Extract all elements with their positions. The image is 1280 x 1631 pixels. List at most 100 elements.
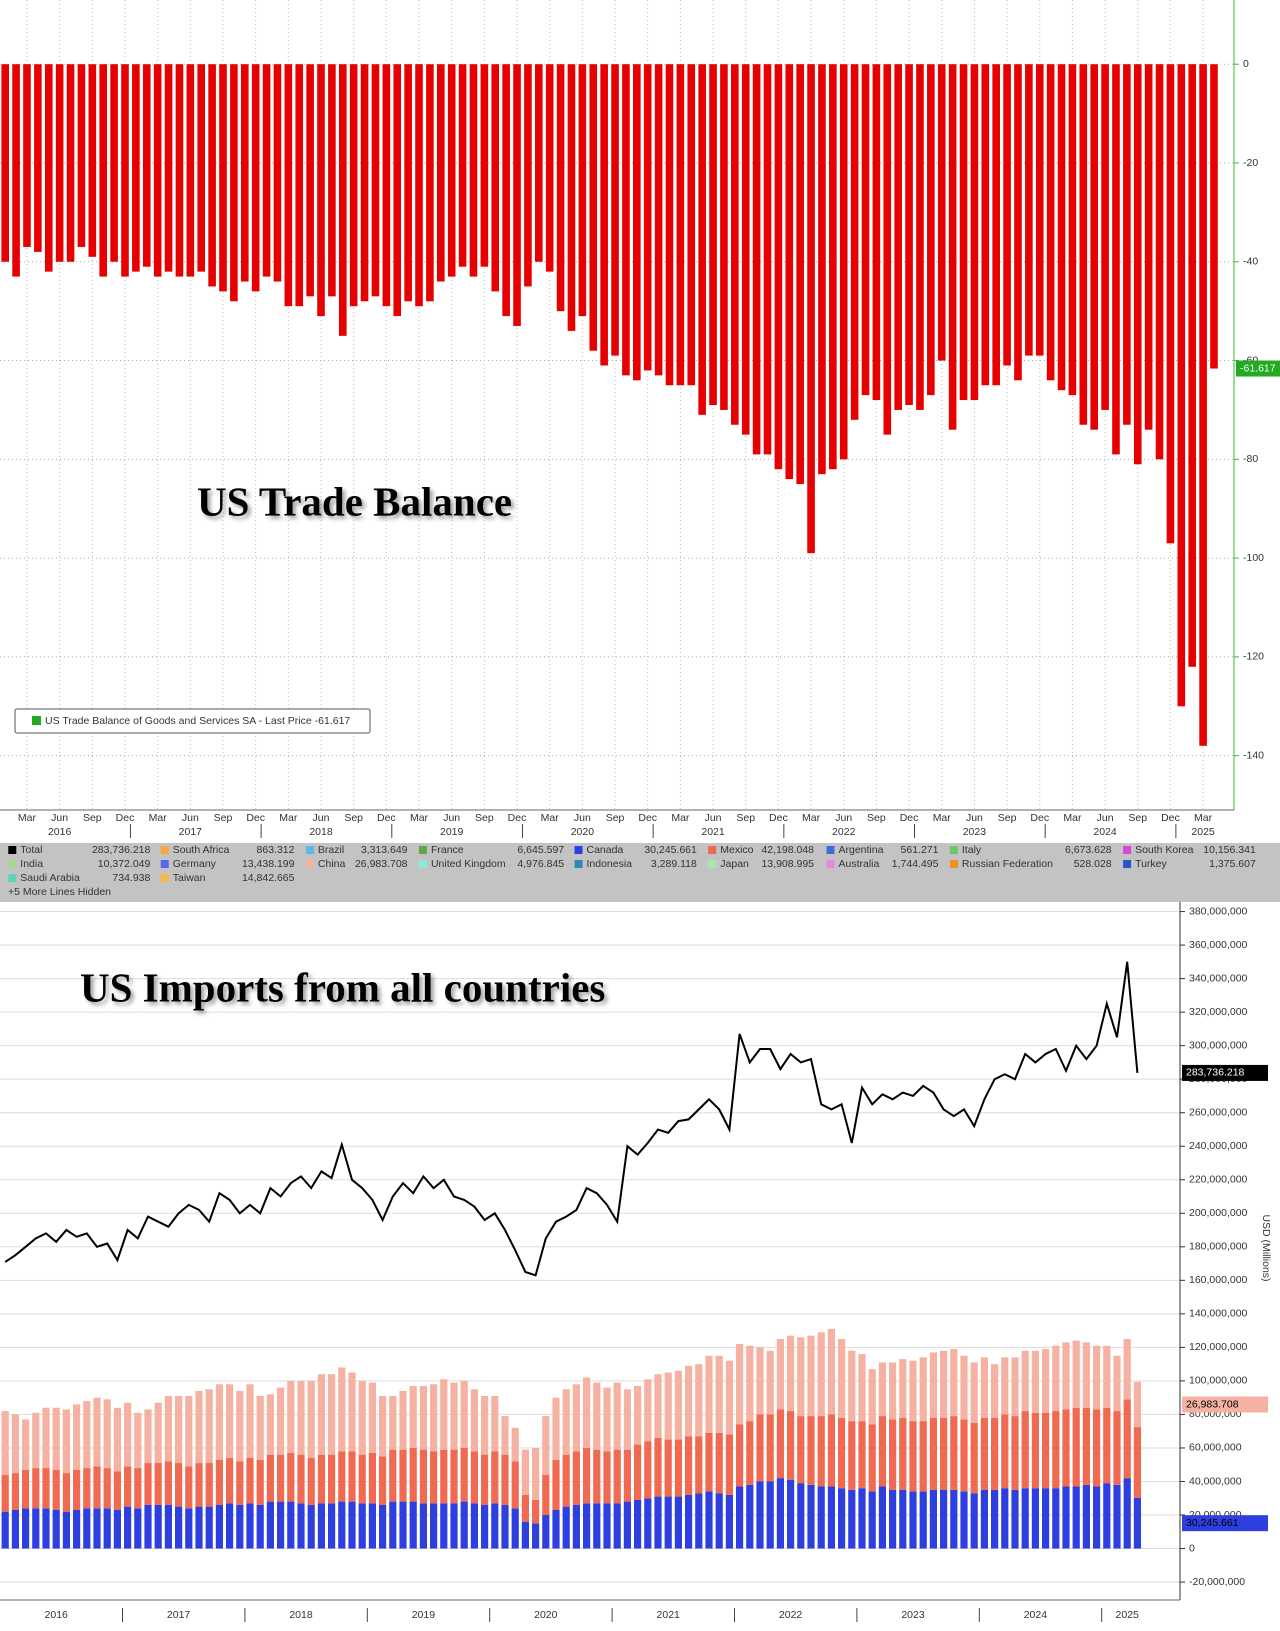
y-tick-label: 320,000,000 — [1189, 1006, 1248, 1018]
x-tick-label: Jun — [966, 812, 983, 824]
bar-segment — [22, 1419, 30, 1470]
bar-segment — [440, 1379, 448, 1450]
bar-segment — [501, 1416, 509, 1455]
bar-segment — [1011, 1489, 1019, 1549]
bar-segment — [807, 1484, 815, 1549]
x-tick-label: Dec — [377, 812, 396, 824]
y-tick-label: 40,000,000 — [1189, 1475, 1242, 1487]
x-year-label: 2016 — [48, 826, 72, 838]
bar-segment — [175, 1395, 183, 1464]
bar — [197, 64, 206, 272]
bar-segment — [440, 1449, 448, 1504]
bar-segment — [73, 1509, 81, 1549]
bar — [556, 64, 565, 312]
bar-segment — [542, 1416, 550, 1475]
y-tick-label: 60,000,000 — [1189, 1442, 1242, 1454]
bar-segment — [328, 1503, 336, 1549]
bar-segment — [246, 1503, 254, 1549]
bar — [513, 64, 521, 326]
legend-value: 10,156.341 — [1203, 844, 1256, 856]
bar-segment — [715, 1355, 723, 1433]
bar-segment — [1082, 1484, 1090, 1549]
bar-segment — [185, 1508, 193, 1549]
bar-segment — [266, 1394, 274, 1455]
bar — [1133, 64, 1142, 465]
chart-title: US Trade Balance — [197, 478, 512, 524]
bar-segment — [328, 1454, 336, 1504]
y-tick-label: 260,000,000 — [1189, 1106, 1248, 1118]
bar-segment — [766, 1350, 774, 1415]
bar-segment — [858, 1354, 866, 1422]
bar — [208, 64, 216, 287]
bar — [763, 64, 772, 455]
bar — [175, 64, 184, 277]
bar-segment — [42, 1407, 50, 1469]
bar-segment — [113, 1471, 121, 1510]
bar-segment — [195, 1463, 203, 1507]
bar-segment — [470, 1389, 478, 1452]
bar-segment — [848, 1489, 856, 1549]
bar-segment — [1001, 1414, 1009, 1489]
bar-segment — [756, 1347, 764, 1415]
bar-segment — [940, 1350, 948, 1418]
bar-segment — [613, 1382, 621, 1450]
bar-segment — [634, 1499, 642, 1549]
bar — [393, 64, 402, 317]
x-tick-label: Jun — [574, 812, 591, 824]
legend-swatch — [574, 860, 583, 868]
bar — [992, 64, 1000, 386]
y-tick-label: -40 — [1243, 256, 1258, 268]
bar — [1177, 64, 1186, 707]
bar-segment — [797, 1337, 805, 1417]
bar-segment — [960, 1491, 968, 1549]
bar-segment — [348, 1451, 356, 1502]
bar-segment — [164, 1504, 172, 1549]
bar-segment — [491, 1451, 499, 1504]
legend-value: 1,744.495 — [892, 858, 939, 870]
bar-segment — [521, 1449, 529, 1495]
bar-segment — [909, 1491, 917, 1549]
bar — [1035, 64, 1044, 356]
x-tick-label: Dec — [246, 812, 265, 824]
bar — [818, 64, 826, 475]
bar-segment — [1001, 1357, 1009, 1415]
bar-segment — [899, 1489, 907, 1549]
bar-segment — [848, 1421, 856, 1490]
legend-value: 561.271 — [901, 844, 939, 856]
legend-value: 3,313.649 — [361, 844, 408, 856]
bar-segment — [226, 1458, 234, 1504]
bar-segment — [430, 1384, 438, 1452]
bar-segment — [756, 1481, 764, 1549]
bar-segment — [970, 1362, 978, 1423]
bar-segment — [929, 1352, 937, 1418]
bar-segment — [950, 1416, 958, 1490]
bar — [1123, 64, 1131, 425]
x-year-label: 2022 — [779, 1609, 803, 1621]
bar — [437, 64, 445, 282]
x-tick-label: Sep — [344, 812, 363, 824]
bar-segment — [287, 1380, 295, 1453]
bar — [785, 64, 794, 480]
bar-segment — [266, 1454, 274, 1502]
legend-label: US Trade Balance of Goods and Services S… — [45, 715, 350, 727]
legend-swatch — [305, 860, 314, 868]
bar-segment — [583, 1447, 591, 1504]
bar-segment — [807, 1335, 815, 1417]
bar — [1079, 64, 1088, 425]
legend-value: 13,908.995 — [761, 858, 814, 870]
x-tick-label: Dec — [1161, 812, 1180, 824]
bar — [959, 64, 968, 401]
legend-value: 1,375.607 — [1209, 858, 1256, 870]
bar-segment — [277, 1501, 285, 1549]
bar-segment — [226, 1384, 234, 1459]
bar-segment — [899, 1359, 907, 1418]
legend-name: India — [20, 858, 43, 870]
bar — [850, 64, 859, 420]
bar-segment — [878, 1362, 886, 1417]
y-tick-label: 0 — [1243, 58, 1249, 70]
bar — [34, 64, 42, 252]
bar-segment — [460, 1501, 468, 1549]
bar-segment — [1052, 1411, 1060, 1489]
bar-segment — [1123, 1478, 1131, 1549]
bar-segment — [358, 1454, 366, 1504]
